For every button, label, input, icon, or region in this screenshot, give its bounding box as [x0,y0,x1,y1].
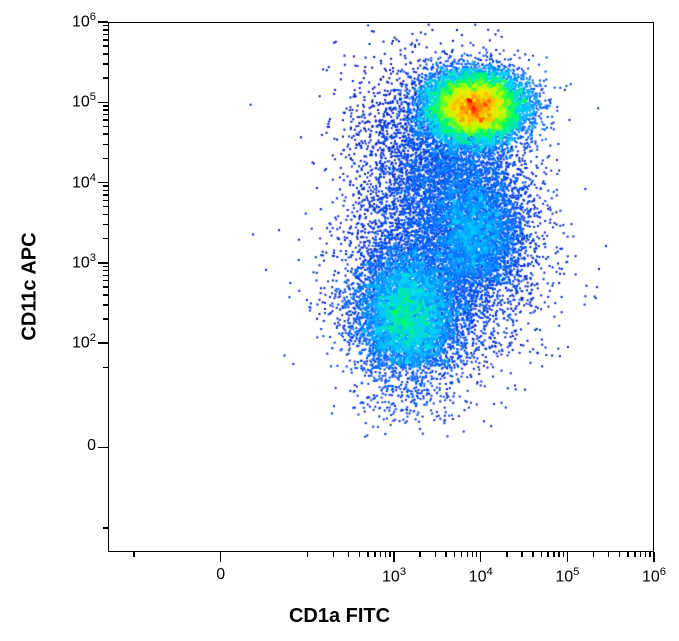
y-tick-minor [103,224,108,226]
x-tick-minor [541,552,543,557]
x-tick-major [653,552,655,562]
y-tick-minor [103,367,108,369]
x-tick-minor [547,552,549,557]
x-axis-label: CD1a FITC [0,605,679,628]
y-tick-minor [103,25,108,27]
x-tick-minor [472,552,474,557]
x-tick-minor [476,552,478,557]
y-tick-minor [103,109,108,111]
flow-cytometry-scatter: CD11c APC CD1a FITC 0 102 103 104 105 106 0 103… [0,0,679,641]
y-tick-minor [103,34,108,36]
x-tick-label: 103 [364,566,424,586]
y-tick-minor [103,45,108,47]
x-tick-label: 104 [451,566,511,586]
x-tick-major [393,552,395,562]
y-tick-minor [103,53,108,55]
y-tick-label: 102 [38,332,96,352]
x-tick-minor [367,552,369,557]
x-tick-minor [435,552,437,557]
plot-area [108,22,654,552]
y-tick-minor [103,527,108,529]
x-tick-major [220,552,222,562]
x-tick-minor [645,552,647,557]
x-tick-label: 106 [624,566,679,586]
x-tick-minor [380,552,382,557]
y-tick-label: 104 [38,172,96,192]
x-tick-minor [608,552,610,557]
y-tick-minor [103,29,108,31]
x-tick-minor [359,552,361,557]
y-tick-minor [103,77,108,79]
y-tick-minor [103,275,108,277]
y-tick-minor [103,270,108,272]
y-tick-major [98,102,108,104]
y-tick-minor [103,304,108,306]
y-tick-label: 103 [38,252,96,272]
y-tick-label: 106 [38,11,96,31]
y-tick-major [98,447,108,449]
x-tick-minor [593,552,595,557]
y-tick-minor [103,114,108,116]
x-tick-minor [619,552,621,557]
y-tick-minor [103,119,108,121]
x-tick-minor [333,552,335,557]
density-canvas [109,23,655,553]
y-tick-minor [103,214,108,216]
y-axis-label: CD11c APC [19,227,42,347]
y-tick-minor [103,280,108,282]
y-tick-label: 0 [38,437,96,455]
y-tick-minor [103,318,108,320]
y-tick-major [98,182,108,184]
x-tick-minor [627,552,629,557]
x-tick-major [567,552,569,562]
x-tick-minor [374,552,376,557]
y-tick-minor [103,185,108,187]
x-tick-minor [348,552,350,557]
x-tick-minor [133,552,135,557]
x-tick-minor [506,552,508,557]
y-tick-major [98,262,108,264]
x-tick-minor [307,552,309,557]
x-tick-minor [649,552,651,557]
y-tick-major [98,342,108,344]
y-tick-minor [103,286,108,288]
y-tick-minor [103,238,108,240]
y-tick-minor [103,158,108,160]
y-tick-minor [103,194,108,196]
x-tick-minor [385,552,387,557]
x-tick-minor [389,552,391,557]
x-tick-minor [467,552,469,557]
x-tick-minor [553,552,555,557]
x-tick-label: 105 [537,566,597,586]
y-tick-minor [103,206,108,208]
y-tick-label: 105 [38,91,96,111]
x-tick-minor [419,552,421,557]
x-tick-minor [521,552,523,557]
y-tick-minor [103,126,108,128]
x-tick-minor [558,552,560,557]
x-tick-minor [454,552,456,557]
y-tick-minor [103,200,108,202]
x-tick-minor [640,552,642,557]
y-tick-minor [103,105,108,107]
y-tick-minor [103,63,108,65]
y-tick-minor [103,190,108,192]
y-tick-major [98,21,108,23]
x-tick-minor [563,552,565,557]
x-tick-minor [634,552,636,557]
x-tick-label: 0 [191,566,251,584]
x-tick-minor [532,552,534,557]
y-tick-minor [103,266,108,268]
y-tick-minor [103,133,108,135]
y-tick-minor [103,39,108,41]
x-tick-major [480,552,482,562]
x-tick-minor [461,552,463,557]
x-tick-minor [445,552,447,557]
y-tick-minor [103,294,108,296]
y-tick-minor [103,144,108,146]
